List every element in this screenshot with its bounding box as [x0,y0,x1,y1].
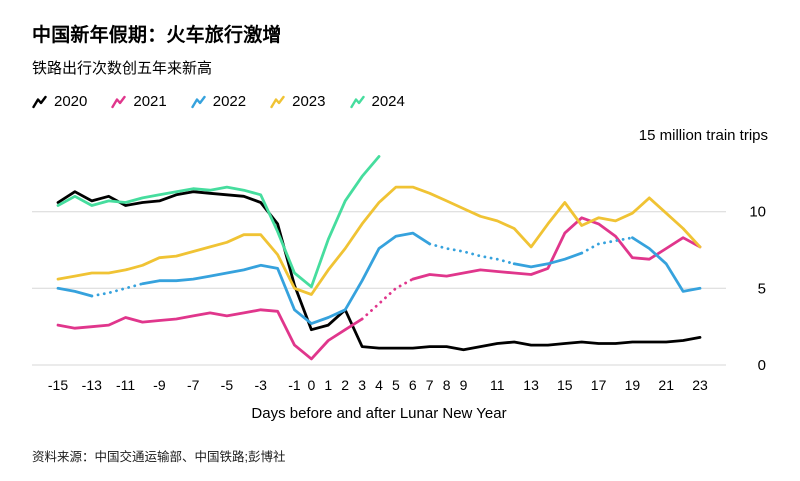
x-tick-label: -15 [48,377,68,393]
x-tick-label: 9 [460,377,468,393]
x-tick-label: -3 [254,377,267,393]
line-2021-dotted [360,277,415,321]
line-2021 [56,216,702,361]
line-2020 [56,190,702,352]
y-axis-note: 15 million train trips [639,127,768,144]
x-tick-label: 4 [375,377,383,393]
y-tick-label: 10 [749,204,766,221]
line-2024 [56,155,381,289]
line-2023 [56,185,702,296]
line-2022-dotted [90,236,634,298]
x-axis-title: Days before and after Lunar New Year [251,405,507,422]
legend-item-2020: 2020 [32,94,87,109]
legend-line-marker-icon [191,95,206,108]
x-tick-label: -7 [187,377,200,393]
legend-line-marker-icon [349,95,365,108]
x-tick-label: 19 [625,377,641,393]
x-tick-label: 1 [324,377,332,393]
legend-label: 2022 [212,93,247,110]
x-tick-label: -11 [116,377,135,393]
legend-item-2021: 2021 [111,93,167,110]
legend-label: 2024 [371,93,405,110]
legend-line-marker-icon [270,95,285,108]
x-tick-label: 11 [490,377,505,393]
x-tick-label: -9 [153,377,166,393]
y-tick-label: 5 [758,280,766,297]
x-tick-label: 6 [409,377,417,393]
x-tick-label: 0 [308,377,316,393]
x-tick-label: 21 [658,377,674,393]
x-tick-label: 3 [358,377,366,393]
legend-label: 2020 [54,93,88,110]
x-tick-label: 7 [426,377,434,393]
x-tick-label: -1 [288,377,301,393]
legend-line-marker-icon [111,95,127,108]
x-tick-label: 2 [341,377,349,393]
x-tick-label: 15 [557,377,573,393]
legend-label: 2023 [292,93,326,110]
legend-item-2023: 2023 [270,93,326,110]
legend-label: 2021 [133,93,167,110]
x-tick-label: 17 [591,377,607,393]
x-tick-label: 8 [443,377,451,393]
legend: 2020 2021 2022 2023 2024 [32,94,768,109]
legend-line-marker-icon [32,95,47,108]
legend-item-2022: 2022 [191,94,246,109]
x-tick-label: 23 [692,377,708,393]
legend-item-2024: 2024 [349,93,405,110]
source: 资料来源：中国交通运输部、中国铁路;彭博社 [32,450,286,464]
x-tick-label: -5 [221,377,234,393]
chart-title: 中国新年假期：火车旅行激增 [32,25,282,46]
chart-subtitle: 铁路出行次数创五年来新高 [32,60,213,77]
line-2022 [56,231,702,325]
x-tick-label: -13 [82,377,102,393]
y-tick-label: 0 [758,357,766,374]
x-tick-label: 13 [523,377,539,393]
x-tick-label: 5 [392,377,400,393]
